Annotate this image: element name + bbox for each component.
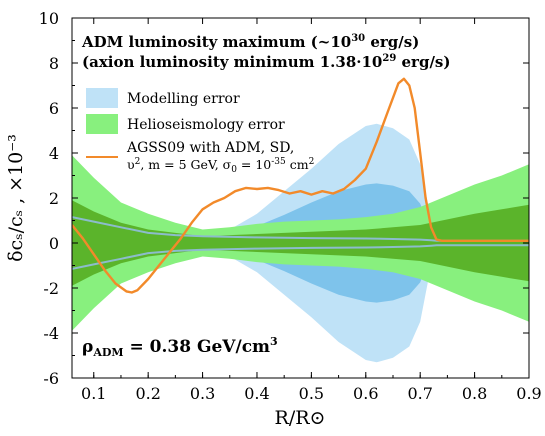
x-tick-label: 0.9: [516, 384, 541, 403]
y-tick-label: -6: [43, 369, 59, 388]
lines-group: [72, 77, 529, 294]
x-tick-label: 0.2: [135, 384, 160, 403]
x-tick-label: 0.1: [81, 384, 106, 403]
legend-label-modelling: Modelling error: [127, 91, 240, 107]
y-tick-label: 6: [49, 99, 59, 118]
helioseismology-error-inner-band: [72, 200, 529, 286]
x-tick-label: 0.5: [299, 384, 324, 403]
legend-label-line-2: υ2, m = 5 GeV, σ0 = 10-35 cm2: [127, 157, 314, 175]
x-tick-label: 0.7: [407, 384, 432, 403]
x-tick-label: 0.6: [353, 384, 378, 403]
x-axis-label: R/R⊙: [275, 407, 326, 429]
y-tick-label: 8: [49, 54, 59, 73]
x-tick-label: 0.8: [462, 384, 487, 403]
agss09-adm-line: [72, 77, 529, 294]
y-tick-label: 2: [49, 189, 59, 208]
annotation-line-2: (axion luminosity minimum 1.38·1029 erg/…: [82, 53, 450, 71]
y-axis-label: δcₛ/cₛ , ×10⁻³: [5, 134, 27, 262]
y-tick-label: 4: [49, 144, 59, 163]
y-tick-label: -2: [43, 279, 59, 298]
legend-swatch-helio: [86, 114, 118, 134]
x-axis: 0.1 0.2 0.3 0.4 0.5 0.6 0.7 0.8 0.9: [81, 18, 542, 403]
legend-label-helio: Helioseismology error: [127, 117, 285, 133]
y-tick-label: 10: [39, 9, 59, 28]
model-edge-upper-line: [72, 216, 529, 242]
rho-label: ρADM = 0.38 GeV/cm3: [82, 335, 278, 359]
legend-swatch-modelling: [86, 88, 118, 108]
legend-label-line-1: AGSS09 with ADM, SD,: [126, 140, 294, 156]
x-tick-label: 0.4: [244, 384, 269, 403]
legend: Modelling error Helioseismology error AG…: [86, 88, 314, 175]
x-tick-label: 0.3: [190, 384, 215, 403]
bands-group: [72, 123, 529, 363]
y-tick-label: 0: [49, 234, 59, 253]
y-tick-label: -4: [43, 324, 59, 343]
annotation-line-1: ADM luminosity maximum (~1030 erg/s): [81, 33, 419, 51]
model-edge-lower-line: [72, 244, 529, 270]
y-axis: -6 -4 -2 0 2 4 6 8 10: [39, 9, 529, 388]
